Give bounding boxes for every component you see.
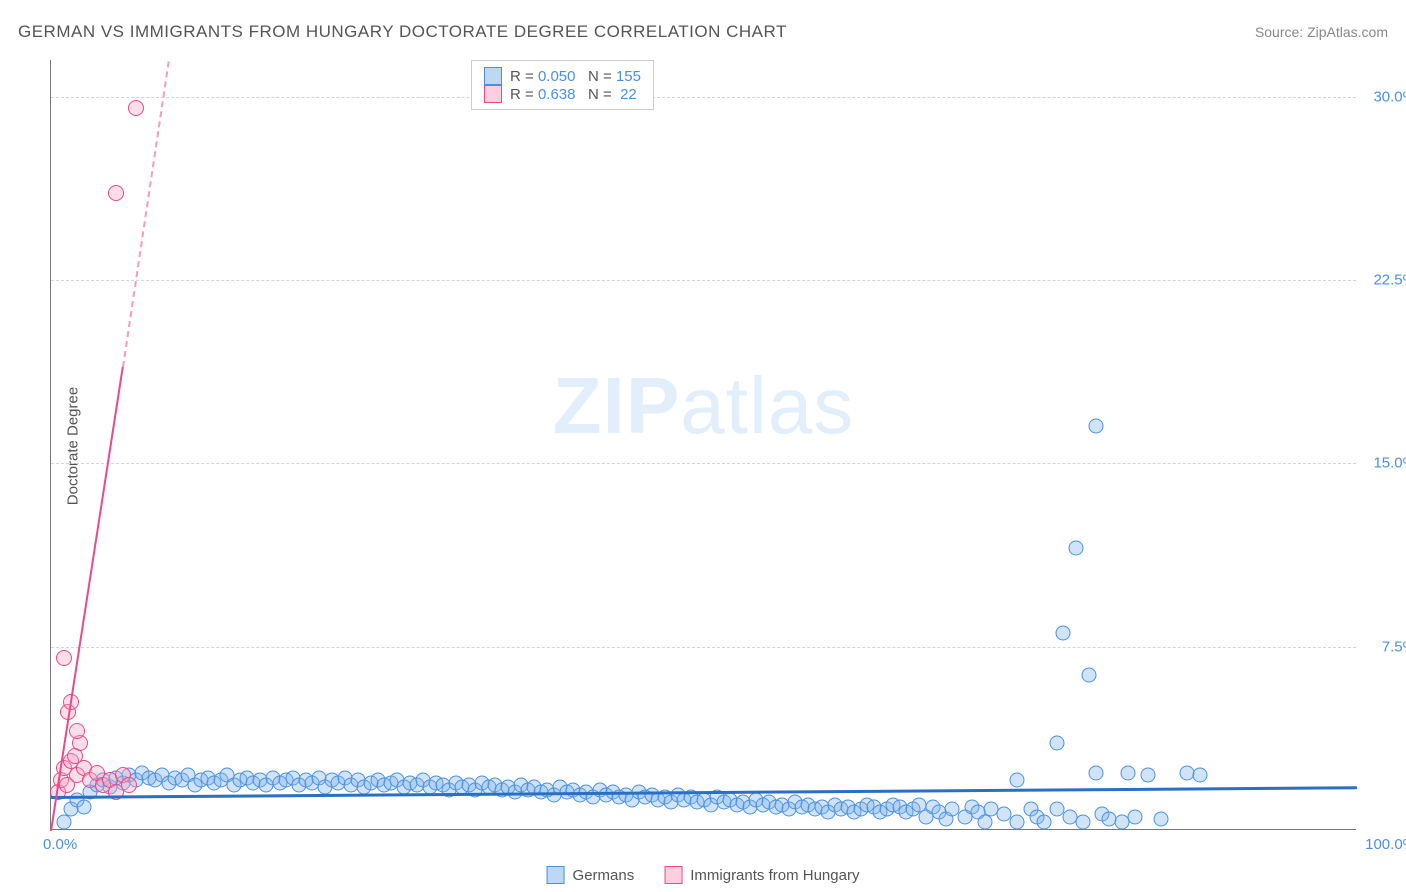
pink-point [121, 777, 137, 793]
watermark: ZIPatlas [553, 360, 854, 452]
blue-point [1010, 773, 1025, 788]
correlation-legend: R = 0.050 N = 155 R = 0.638 N = 22 [471, 60, 654, 110]
legend-label: Germans [573, 867, 635, 884]
blue-point [1088, 418, 1103, 433]
blue-point [1049, 736, 1064, 751]
swatch-pink [484, 85, 502, 103]
grid-line [51, 463, 1356, 464]
blue-point [76, 800, 91, 815]
blue-point [1056, 626, 1071, 641]
blue-point [1082, 668, 1097, 683]
pink-point [108, 185, 124, 201]
r-label: R = [510, 68, 538, 85]
legend-item-hungary: Immigrants from Hungary [664, 866, 859, 884]
blue-point [1036, 814, 1051, 829]
blue-point [1121, 765, 1136, 780]
blue-point [1075, 814, 1090, 829]
pink-point [128, 100, 144, 116]
swatch-blue [484, 67, 502, 85]
blue-point [1141, 768, 1156, 783]
pink-point [69, 723, 85, 739]
swatch-blue-icon [547, 866, 565, 884]
blue-point [1088, 765, 1103, 780]
swatch-pink-icon [664, 866, 682, 884]
n-label: N = [575, 86, 620, 103]
grid-line [51, 97, 1356, 98]
blue-point [1010, 814, 1025, 829]
pink-point [56, 650, 72, 666]
blue-point [1193, 768, 1208, 783]
r-value: 0.050 [538, 68, 576, 85]
series-legend: Germans Immigrants from Hungary [547, 866, 860, 884]
n-label: N = [575, 68, 615, 85]
n-value: 155 [616, 68, 641, 85]
source-attribution: Source: ZipAtlas.com [1255, 24, 1388, 40]
x-tick-max: 100.0% [1365, 836, 1406, 853]
n-value: 22 [620, 86, 637, 103]
legend-item-germans: Germans [547, 866, 635, 884]
y-tick-label: 15.0% [1361, 455, 1406, 472]
y-tick-label: 30.0% [1361, 88, 1406, 105]
r-value: 0.638 [538, 86, 576, 103]
plot-area: ZIPatlas 7.5%15.0%22.5%30.0% R = 0.050 N… [50, 60, 1356, 830]
blue-point [1069, 540, 1084, 555]
r-label: R = [510, 86, 538, 103]
legend-row-pink: R = 0.638 N = 22 [484, 85, 641, 103]
legend-label: Immigrants from Hungary [690, 867, 859, 884]
watermark-light: atlas [680, 361, 854, 450]
grid-line [51, 647, 1356, 648]
legend-row-blue: R = 0.050 N = 155 [484, 67, 641, 85]
chart-title: GERMAN VS IMMIGRANTS FROM HUNGARY DOCTOR… [18, 22, 787, 42]
y-tick-label: 7.5% [1361, 638, 1406, 655]
y-tick-label: 22.5% [1361, 272, 1406, 289]
blue-point [1127, 809, 1142, 824]
x-tick-min: 0.0% [43, 836, 77, 853]
watermark-bold: ZIP [553, 361, 680, 450]
grid-line [51, 280, 1356, 281]
blue-point [1154, 812, 1169, 827]
